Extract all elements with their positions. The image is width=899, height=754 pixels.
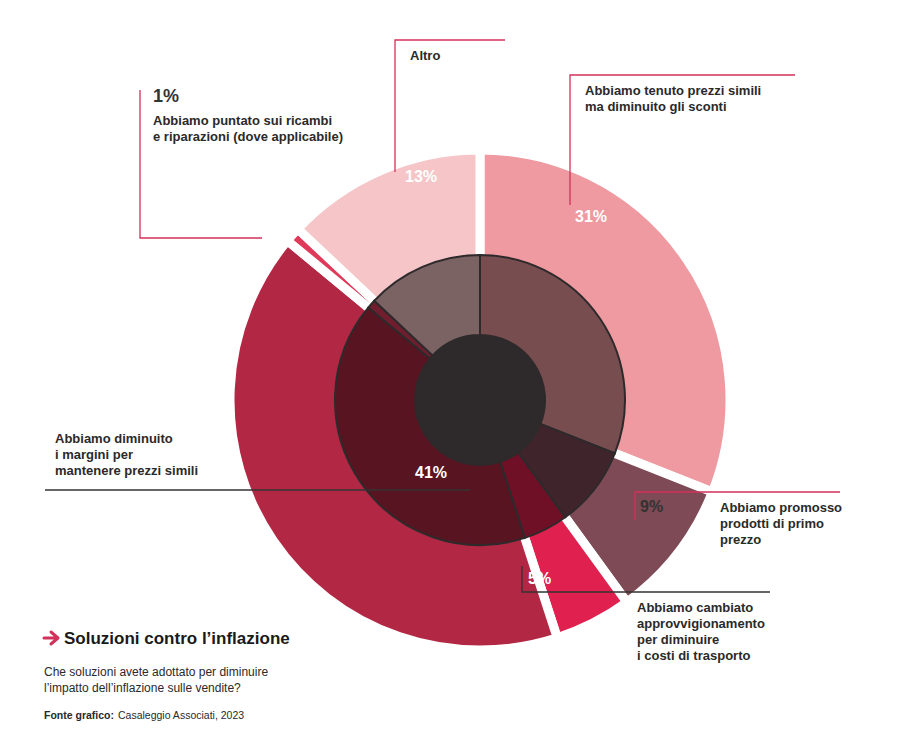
source-text: Casaleggio Associati, 2023	[118, 709, 244, 721]
data-label: 41%	[415, 464, 447, 481]
slice-label: Abbiamo tenuto prezzi similima diminuito…	[585, 83, 761, 114]
chart-container: Abbiamo tenuto prezzi similima diminuito…	[0, 0, 899, 754]
outer-ring	[230, 150, 730, 650]
source: Fonte grafico: Casaleggio Associati, 2023	[44, 709, 244, 721]
callout-line	[395, 40, 505, 172]
labels: Abbiamo tenuto prezzi similima diminuito…	[45, 40, 842, 663]
slice-label: Altro	[410, 48, 440, 63]
slice-label: Abbiamo promossoprodotti di primoprezzo	[720, 500, 842, 547]
callout-line	[570, 75, 795, 205]
source-label: Fonte grafico:	[44, 709, 114, 721]
callout-line	[45, 489, 470, 490]
title-arrow	[44, 632, 58, 644]
slice-label: Abbiamo puntato sui ricambie riparazioni…	[153, 113, 343, 144]
data-label: 31%	[575, 208, 607, 225]
subtitle: Che soluzioni avete adottato per diminui…	[44, 665, 268, 695]
slice-label: Abbiamo diminuitoi margini permantenere …	[55, 431, 198, 478]
slice-label: Abbiamo cambiatoapprovvigionamentoper di…	[637, 600, 765, 663]
callout-line	[522, 566, 770, 592]
title: Soluzioni contro l’inflazione	[64, 629, 290, 648]
chart-svg: Abbiamo tenuto prezzi similima diminuito…	[0, 0, 899, 754]
data-label: 9%	[640, 498, 663, 515]
data-label: 1%	[153, 86, 179, 106]
center-hole	[415, 335, 545, 465]
data-label: 5%	[528, 570, 551, 587]
inner-ring	[335, 255, 625, 545]
data-label: 13%	[405, 168, 437, 185]
